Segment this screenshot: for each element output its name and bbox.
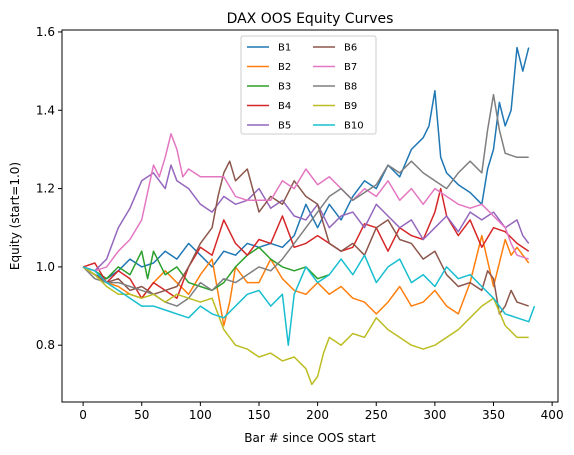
series-line-b6 xyxy=(82,160,529,315)
x-axis-title: Bar # since OOS start xyxy=(244,431,376,445)
legend-label-b2: B2 xyxy=(278,62,291,73)
legend-label-b8: B8 xyxy=(344,82,357,93)
series-line-b3 xyxy=(82,246,330,292)
legend-label-b1: B1 xyxy=(278,43,291,54)
legend-label-b5: B5 xyxy=(278,121,291,132)
legend-label-b6: B6 xyxy=(344,43,357,54)
legend-label-b4: B4 xyxy=(278,101,291,112)
x-tick-label: 300 xyxy=(423,408,446,422)
legend-label-b9: B9 xyxy=(344,101,357,112)
series-group xyxy=(82,46,536,386)
series-line-b1 xyxy=(82,46,530,280)
series-line-b7 xyxy=(82,133,529,272)
plot-frame xyxy=(61,29,559,403)
series-line-b10 xyxy=(82,254,536,346)
legend: B1 B2 B3 B4 B5 B6 B7 B8 B9 B10 xyxy=(240,35,377,135)
x-tick-label: 400 xyxy=(541,408,564,422)
x-tick-label: 100 xyxy=(189,408,212,422)
series-line-b5 xyxy=(82,164,530,272)
x-tick-label: 250 xyxy=(365,408,388,422)
series-line-b9 xyxy=(82,266,529,386)
legend-label-b7: B7 xyxy=(344,62,357,73)
x-tick-label: 50 xyxy=(134,408,149,422)
series-line-b4 xyxy=(82,187,530,299)
y-axis-title: Equity (start=1.0) xyxy=(8,162,22,270)
y-axis: 0.8 1.0 1.2 1.4 1.6 xyxy=(36,25,62,352)
x-axis: 0 50 100 150 200 250 300 350 400 xyxy=(79,402,564,422)
series-line-b2 xyxy=(82,234,530,327)
y-tick-label: 1.2 xyxy=(36,182,55,196)
x-tick-label: 200 xyxy=(306,408,329,422)
legend-label-b10: B10 xyxy=(344,121,364,132)
y-tick-label: 1.4 xyxy=(36,103,55,117)
x-tick-label: 350 xyxy=(482,408,505,422)
y-tick-label: 0.8 xyxy=(36,338,55,352)
y-tick-label: 1.6 xyxy=(36,25,55,39)
legend-box xyxy=(240,35,377,135)
chart-title: DAX OOS Equity Curves xyxy=(227,11,394,27)
x-tick-label: 0 xyxy=(79,408,87,422)
x-tick-label: 150 xyxy=(248,408,271,422)
y-tick-label: 1.0 xyxy=(36,260,55,274)
legend-label-b3: B3 xyxy=(278,82,291,93)
